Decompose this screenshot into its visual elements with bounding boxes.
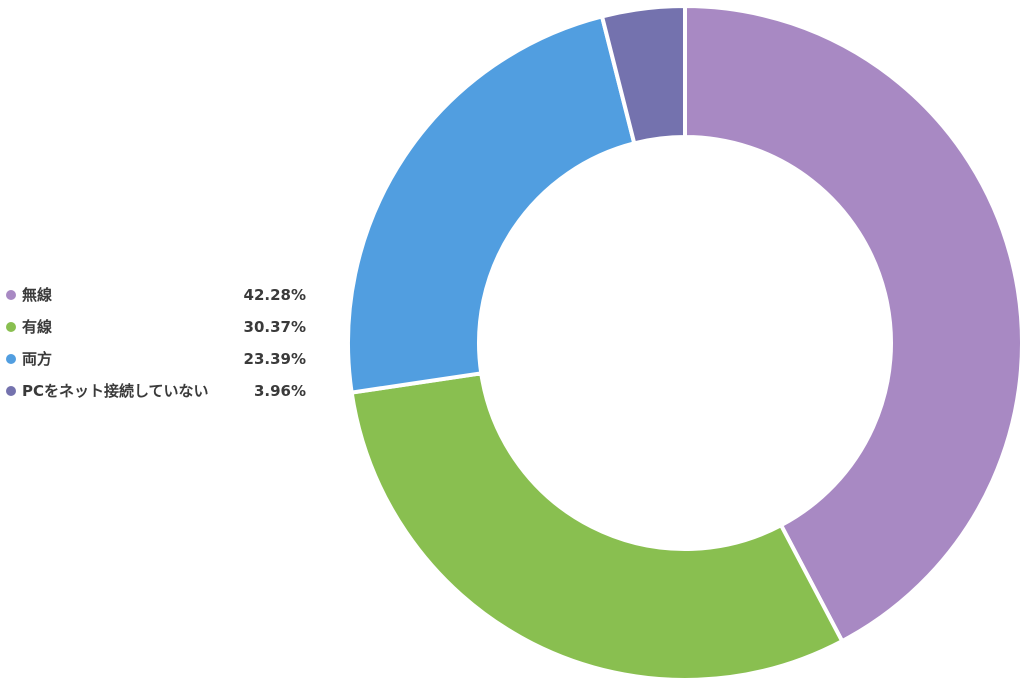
legend-value-wireless: 42.28% <box>243 286 306 304</box>
legend-item-both[interactable]: 両方 23.39% <box>6 347 306 379</box>
slice-no-pc[interactable] <box>599 3 687 146</box>
legend-item-wireless[interactable]: 無線 42.28% <box>6 283 306 315</box>
slice-both[interactable] <box>346 13 637 395</box>
legend-item-wired[interactable]: 有線 30.37% <box>6 315 306 347</box>
legend-dot-wired <box>6 322 16 332</box>
legend: 無線 42.28% 有線 30.37% 両方 23.39% PCをネット接続して… <box>6 283 306 411</box>
legend-dot-both <box>6 354 16 364</box>
slice-wireless[interactable] <box>683 3 1024 644</box>
legend-label-wireless: 無線 <box>22 286 53 304</box>
legend-dot-no-pc <box>6 386 16 396</box>
legend-label-both: 両方 <box>22 350 53 368</box>
legend-dot-wireless <box>6 290 16 300</box>
legend-label-wired: 有線 <box>22 318 53 336</box>
legend-value-both: 23.39% <box>243 350 306 368</box>
slice-wired[interactable] <box>349 371 845 682</box>
legend-value-no-pc: 3.96% <box>253 382 306 400</box>
legend-label-no-pc: PCをネット接続していない <box>22 382 209 400</box>
legend-item-no-pc[interactable]: PCをネット接続していない 3.96% <box>6 379 306 411</box>
legend-value-wired: 30.37% <box>243 318 306 336</box>
